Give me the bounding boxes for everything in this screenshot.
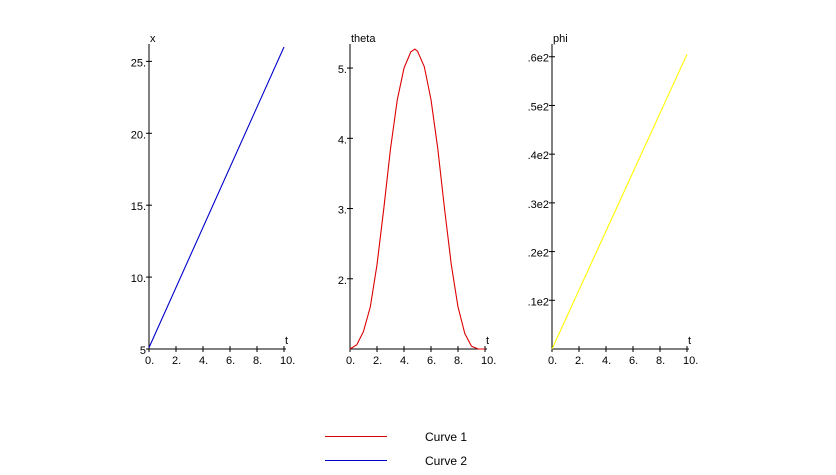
x-tick-label: 0. bbox=[548, 355, 557, 367]
y-tick-label: 5 bbox=[140, 345, 146, 357]
legend-line-curve-2 bbox=[325, 460, 387, 461]
x-tick-label: 0. bbox=[346, 355, 355, 367]
x-tick-label: 10. bbox=[683, 355, 698, 367]
legend-label-curve-1: Curve 1 bbox=[425, 430, 468, 444]
panel-2: 0. 2. 4. 6. 8. 10. 2. 3. 4. 5. theta t bbox=[338, 33, 496, 367]
legend-label-curve-2: Curve 2 bbox=[425, 454, 468, 468]
x-tick-label: 10. bbox=[280, 355, 295, 367]
y-tick-label: 20. bbox=[131, 129, 146, 141]
x-tick-label: 8. bbox=[656, 355, 665, 367]
legend-line-curve-1 bbox=[325, 436, 387, 437]
series-line-curve-2 bbox=[148, 46, 285, 348]
series-line-curve-1 bbox=[349, 48, 485, 350]
x-tick-label: 2. bbox=[172, 355, 181, 367]
y-tick-label: .4e2 bbox=[528, 150, 549, 162]
y-tick-label: 5. bbox=[338, 64, 347, 76]
panel-3: 0. 2. 4. 6. 8. 10. .1e2 .2e2 .3e2 .4e2 .5e2 .6e2 phi… bbox=[528, 33, 699, 367]
x-axis-label: t bbox=[285, 335, 288, 347]
x-tick-label: 6. bbox=[427, 355, 436, 367]
x-tick-label: 10. bbox=[481, 355, 496, 367]
y-tick-label: .3e2 bbox=[528, 199, 549, 211]
x-tick-label: 8. bbox=[454, 355, 463, 367]
x-tick-label: 4. bbox=[199, 355, 208, 367]
x-tick-label: 0. bbox=[145, 355, 154, 367]
x-tick-label: 4. bbox=[400, 355, 409, 367]
y-tick-label: .5e2 bbox=[528, 101, 549, 113]
y-tick-label: .6e2 bbox=[528, 53, 549, 65]
x-axis-label: t bbox=[688, 335, 691, 347]
x-tick-label: 8. bbox=[253, 355, 262, 367]
y-tick-label: 10. bbox=[131, 273, 146, 285]
x-tick-label: 2. bbox=[575, 355, 584, 367]
x-tick-label: 4. bbox=[602, 355, 611, 367]
y-tick-label: 2. bbox=[338, 275, 347, 287]
y-axis-label: theta bbox=[351, 33, 376, 45]
y-axis-label: phi bbox=[553, 33, 568, 45]
x-tick-label: 2. bbox=[373, 355, 382, 367]
series-line-curve-3 bbox=[551, 54, 688, 350]
y-tick-label: 25. bbox=[131, 57, 146, 69]
y-tick-label: 4. bbox=[338, 134, 347, 146]
y-tick-label: 3. bbox=[338, 205, 347, 217]
y-axis-label: x bbox=[150, 33, 156, 45]
y-tick-label: 15. bbox=[131, 201, 146, 213]
y-tick-label: .1e2 bbox=[528, 296, 549, 308]
x-tick-label: 6. bbox=[226, 355, 235, 367]
x-tick-label: 6. bbox=[629, 355, 638, 367]
x-axis-label: t bbox=[486, 335, 489, 347]
y-tick-label: .2e2 bbox=[528, 248, 549, 260]
panel-1: 0. 2. 4. 6. 8. 10. 5 10. 15. 20. 25. x t bbox=[131, 33, 296, 367]
